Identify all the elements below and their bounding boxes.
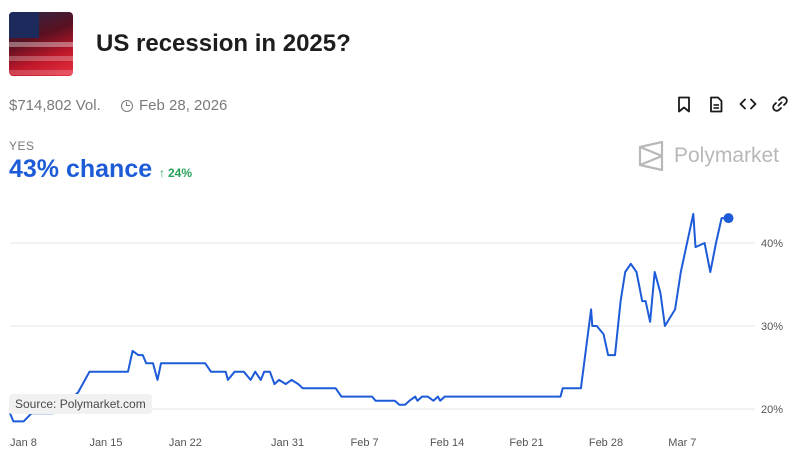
end-date-text: Feb 28, 2026: [139, 97, 228, 114]
x-tick-label: Feb 21: [509, 437, 543, 449]
market-thumbnail: [9, 12, 73, 76]
brand-logo: Polymarket: [638, 141, 779, 171]
volume-text: $714,802 Vol.: [9, 97, 101, 114]
price-line: [9, 212, 729, 423]
outcome-label: YES: [9, 139, 35, 153]
toolbar: [675, 95, 789, 113]
x-tick-label: Feb 14: [430, 437, 464, 449]
arrow-up-icon: ↑: [159, 166, 165, 180]
x-tick-label: Jan 15: [89, 437, 122, 449]
change-badge: ↑ 24%: [159, 166, 192, 180]
link-icon[interactable]: [771, 95, 789, 113]
x-tick-label: Feb 28: [589, 437, 623, 449]
code-icon[interactable]: [739, 95, 757, 113]
end-date: Feb 28, 2026: [121, 97, 227, 114]
x-tick-label: Jan 22: [169, 437, 202, 449]
source-label: Source: Polymarket.com: [9, 394, 152, 414]
y-tick-label: 40%: [761, 238, 783, 250]
y-axis-labels: 20% 30% 40%: [761, 238, 783, 416]
x-tick-label: Jan 31: [271, 437, 304, 449]
x-tick-label: Mar 7: [668, 437, 696, 449]
brand-name: Polymarket: [673, 144, 779, 167]
chance-value: 43% chance: [9, 155, 153, 183]
bookmark-icon[interactable]: [675, 95, 693, 113]
x-tick-label: Feb 7: [351, 437, 379, 449]
document-icon[interactable]: [707, 95, 725, 113]
grid-layer: [10, 242, 755, 410]
change-value: 24%: [168, 166, 193, 180]
market-title: US recession in 2025?: [96, 30, 351, 57]
price-chart: 20% 30% 40% Jan 8 Jan 15 Jan 22 Jan 31 Feb 7 Fe…: [9, 212, 783, 449]
y-tick-label: 20%: [761, 404, 783, 416]
y-tick-label: 30%: [761, 321, 783, 333]
current-price-dot: [723, 213, 734, 224]
clock-icon: [121, 99, 133, 112]
x-tick-label: Jan 8: [10, 437, 37, 449]
x-axis-labels: Jan 8 Jan 15 Jan 22 Jan 31 Feb 7 Feb 14 Feb 21…: [10, 437, 696, 449]
polymarket-logo-icon: [638, 141, 664, 171]
